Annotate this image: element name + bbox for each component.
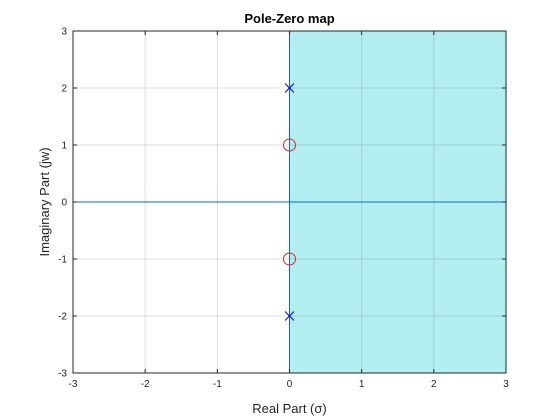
x-tick-label: 3 bbox=[503, 379, 509, 390]
y-tick-labels: -3 -2 -1 0 1 2 3 bbox=[58, 27, 67, 380]
y-tick-label: -2 bbox=[58, 312, 67, 323]
x-tick-label: -3 bbox=[69, 379, 78, 390]
zero-marker bbox=[283, 252, 296, 266]
x-tick-labels: -3 -2 -1 0 1 2 3 bbox=[69, 379, 510, 390]
y-tick-label: -3 bbox=[58, 369, 67, 380]
x-tick-label: -1 bbox=[213, 379, 222, 390]
y-tick-label: 1 bbox=[61, 141, 67, 152]
chart-title: Pole-Zero map bbox=[244, 11, 334, 26]
y-tick-label: 3 bbox=[61, 27, 67, 38]
y-tick-label: 0 bbox=[61, 198, 67, 209]
pole-marker bbox=[284, 83, 295, 93]
x-axis-title: Real Part (σ) bbox=[252, 401, 326, 416]
y-axis-title: Imaginary Part (jw) bbox=[37, 147, 52, 256]
tick-marks bbox=[72, 30, 507, 374]
y-tick-label: -1 bbox=[58, 255, 67, 266]
y-tick-label: 2 bbox=[61, 84, 67, 95]
pole-zero-markers bbox=[283, 83, 296, 321]
zero-marker bbox=[283, 138, 296, 152]
x-tick-label: 0 bbox=[287, 379, 293, 390]
x-tick-label: 1 bbox=[359, 379, 365, 390]
x-tick-label: -2 bbox=[141, 379, 150, 390]
x-tick-label: 2 bbox=[431, 379, 437, 390]
pole-marker bbox=[284, 311, 295, 321]
